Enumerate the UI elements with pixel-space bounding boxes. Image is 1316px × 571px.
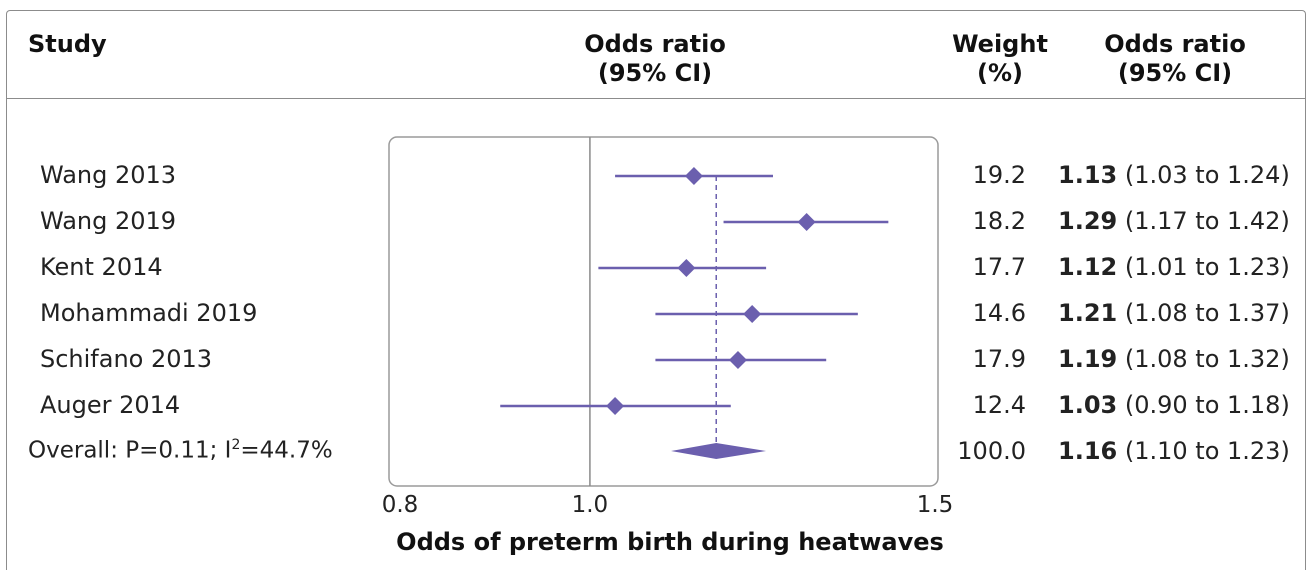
overall-label-suffix: =44.7% xyxy=(240,437,333,464)
odds-ratio-ci: 1.29 (1.17 to 1.42) xyxy=(1058,207,1290,235)
odds-ratio-value: 1.03 xyxy=(1058,391,1118,419)
point-estimate-marker xyxy=(684,167,703,185)
study-name: Auger 2014 xyxy=(40,391,181,419)
x-tick-label: 1.5 xyxy=(916,492,954,518)
weight-value: 17.7 xyxy=(972,253,1026,281)
study-name: Kent 2014 xyxy=(40,253,163,281)
odds-ratio-ci: 1.03 (0.90 to 1.18) xyxy=(1058,391,1290,419)
study-name: Wang 2019 xyxy=(40,207,177,235)
odds-ratio-ci: 1.21 (1.08 to 1.37) xyxy=(1058,299,1290,327)
overall-diamond xyxy=(671,443,767,459)
odds-ratio-value: 1.13 xyxy=(1058,161,1118,189)
odds-ratio-value: 1.12 xyxy=(1058,253,1118,281)
point-estimate-marker xyxy=(606,397,625,415)
study-name: Mohammadi 2019 xyxy=(40,299,258,327)
weight-value: 18.2 xyxy=(972,207,1026,235)
ci-range: (1.17 to 1.42) xyxy=(1124,207,1290,235)
figure-frame xyxy=(6,10,1306,570)
overall-label: Overall: P=0.11; I2=44.7% xyxy=(28,437,333,464)
x-tick-label: 0.8 xyxy=(381,492,419,518)
point-estimate-marker xyxy=(728,351,747,369)
weight-value: 12.4 xyxy=(972,391,1026,419)
header-divider xyxy=(7,98,1305,99)
point-estimate-marker xyxy=(677,259,696,277)
odds-ratio-ci: 1.19 (1.08 to 1.32) xyxy=(1058,345,1290,373)
ci-range: (1.03 to 1.24) xyxy=(1124,161,1290,189)
point-estimate-marker xyxy=(743,305,762,323)
point-estimate-marker xyxy=(797,213,816,231)
plot-box xyxy=(388,136,939,487)
header-weight-line2: (%) xyxy=(977,59,1023,87)
ci-range: (1.10 to 1.23) xyxy=(1124,437,1290,465)
header-odds-ratio-text-line2: (95% CI) xyxy=(1117,59,1233,87)
weight-value: 14.6 xyxy=(972,299,1026,327)
x-tick-label: 1.0 xyxy=(571,492,609,518)
weight-value: 19.2 xyxy=(972,161,1026,189)
ci-range: (1.01 to 1.23) xyxy=(1124,253,1290,281)
odds-ratio-value: 1.16 xyxy=(1058,437,1118,465)
odds-ratio-value: 1.19 xyxy=(1058,345,1118,373)
ci-range: (1.08 to 1.32) xyxy=(1124,345,1290,373)
header-weight-line1: Weight xyxy=(952,30,1048,58)
weight-value: 17.9 xyxy=(972,345,1026,373)
ci-range: (1.08 to 1.37) xyxy=(1124,299,1290,327)
header-odds-ratio-plot-line2: (95% CI) xyxy=(597,59,713,87)
header-weight: Weight (%) xyxy=(940,30,1060,88)
header-odds-ratio-plot: Odds ratio (95% CI) xyxy=(555,30,755,88)
ci-range: (0.90 to 1.18) xyxy=(1124,391,1290,419)
header-odds-ratio-text: Odds ratio (95% CI) xyxy=(1075,30,1275,88)
odds-ratio-ci: 1.13 (1.03 to 1.24) xyxy=(1058,161,1290,189)
weight-value-overall: 100.0 xyxy=(957,437,1026,465)
header-odds-ratio-plot-line1: Odds ratio xyxy=(584,30,726,58)
study-name: Schifano 2013 xyxy=(40,345,213,373)
study-name: Wang 2013 xyxy=(40,161,177,189)
overall-label-sup: 2 xyxy=(231,437,241,453)
header-odds-ratio-text-line1: Odds ratio xyxy=(1104,30,1246,58)
odds-ratio-ci: 1.12 (1.01 to 1.23) xyxy=(1058,253,1290,281)
overall-label-prefix: Overall: P=0.11; I xyxy=(28,437,232,464)
header-study: Study xyxy=(28,30,107,58)
x-axis-label: Odds of preterm birth during heatwaves xyxy=(396,528,944,556)
odds-ratio-value: 1.21 xyxy=(1058,299,1118,327)
odds-ratio-value: 1.29 xyxy=(1058,207,1118,235)
odds-ratio-ci-overall: 1.16 (1.10 to 1.23) xyxy=(1058,437,1290,465)
